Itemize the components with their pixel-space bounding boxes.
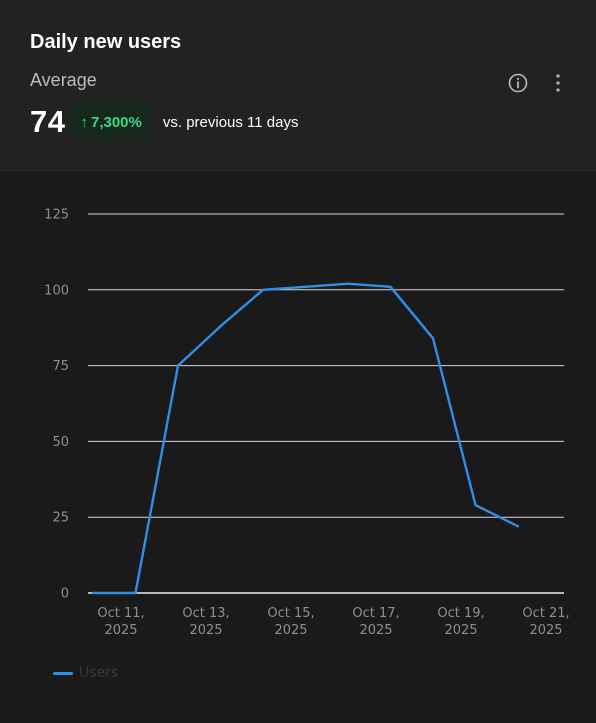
y-tick-label: 125 <box>44 208 69 223</box>
x-tick-label: Oct 13, 2025 <box>182 606 229 638</box>
metric-value: 74 <box>30 104 66 139</box>
change-badge: ↑ 7,300% <box>71 105 151 139</box>
y-tick-label: 100 <box>44 283 69 298</box>
x-tick-label: Oct 17, 2025 <box>352 606 399 638</box>
x-tick-label: Oct 11, 2025 <box>97 606 144 638</box>
change-percent: 7,300% <box>90 113 142 131</box>
y-tick-label: 0 <box>61 587 69 602</box>
card-title: Daily new users <box>30 31 182 53</box>
more-vertical-icon[interactable] <box>548 72 568 94</box>
x-tick-label: Oct 19, 2025 <box>437 606 484 638</box>
comparison-text: vs. previous 11 days <box>162 113 299 131</box>
metric-row: 74 ↑ 7,300% vs. previous 11 days <box>30 103 298 141</box>
card-header: Daily new users Average 74 ↑ 7,300% vs. … <box>0 0 596 171</box>
line-chart: 0 25 50 75 100 125 Oct 11, 2025 Oct 13, 2025 Oct … <box>44 208 569 639</box>
chart-legend[interactable]: Users <box>53 665 118 681</box>
x-tick-label: Oct 21, 2025 <box>522 606 569 638</box>
metric-label: Average <box>30 70 97 90</box>
legend-label-users: Users <box>79 665 119 681</box>
y-tick-label: 25 <box>52 511 69 526</box>
y-tick-label: 50 <box>52 435 69 450</box>
y-tick-label: 75 <box>52 359 69 374</box>
x-tick-label: Oct 15, 2025 <box>267 606 314 638</box>
legend-swatch-users <box>53 671 73 675</box>
series-line-users[interactable] <box>91 282 520 595</box>
info-icon[interactable] <box>507 72 529 94</box>
arrow-up-icon: ↑ <box>80 113 88 131</box>
